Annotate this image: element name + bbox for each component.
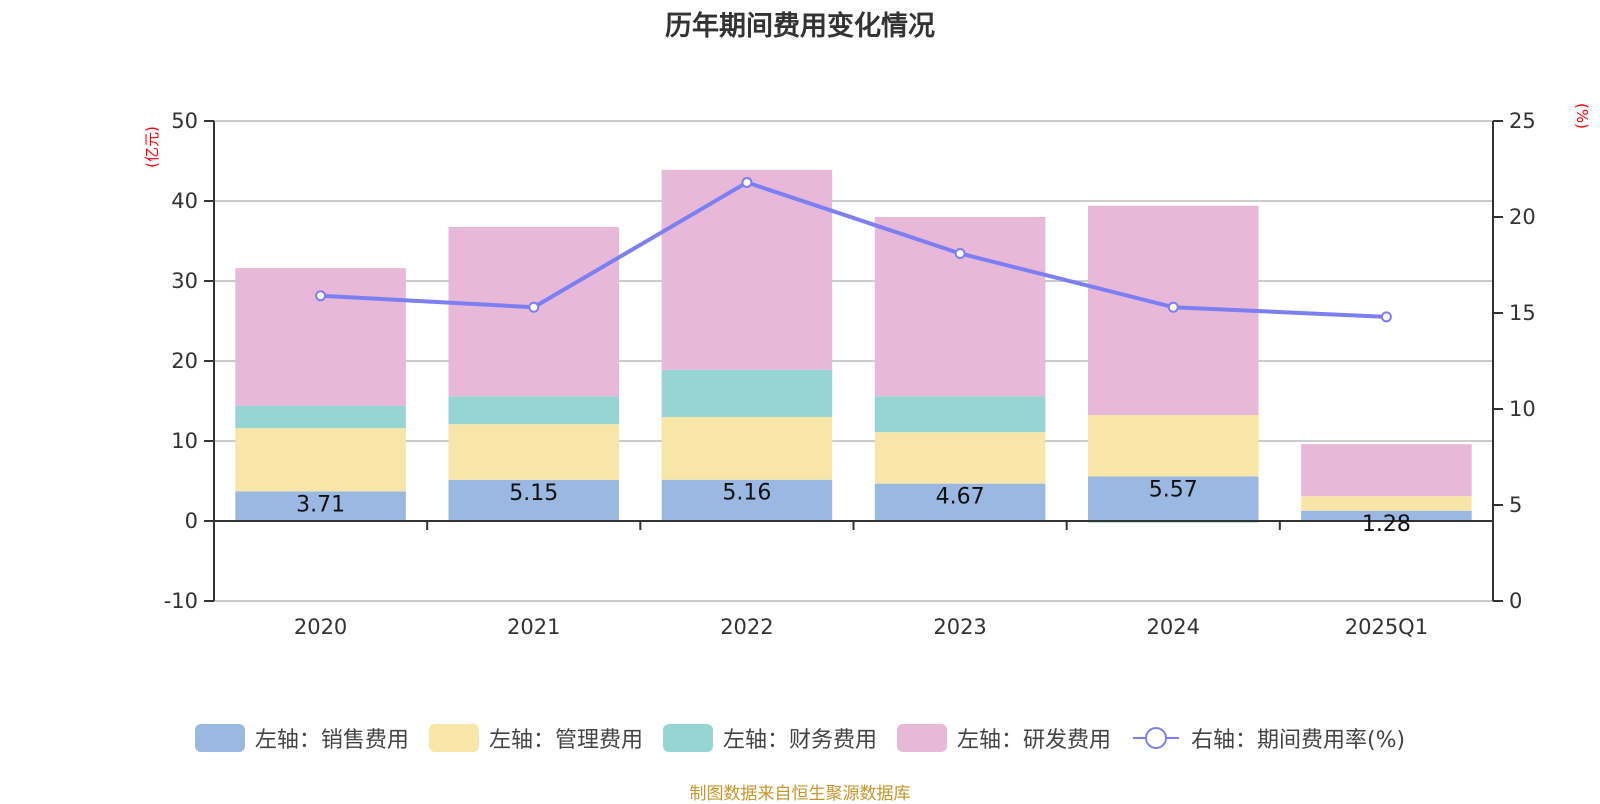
left-tick-label: 10 <box>171 429 198 453</box>
bar-admin <box>235 428 406 491</box>
category-label: 2021 <box>507 615 560 639</box>
bar-finance <box>235 406 406 428</box>
right-tick-label: 0 <box>1509 589 1522 613</box>
right-tick-label: 5 <box>1509 493 1522 517</box>
category-label: 2020 <box>294 615 347 639</box>
bar-admin <box>448 424 619 480</box>
rate-point <box>1382 312 1391 321</box>
bar-rnd <box>235 268 406 406</box>
bar-rnd <box>875 217 1046 396</box>
rate-point <box>956 249 965 258</box>
data-label-sales: 5.16 <box>722 481 771 506</box>
source-footer: 制图数据来自恒生聚源数据库 <box>0 779 1600 804</box>
bar-finance <box>448 396 619 424</box>
right-tick-label: 20 <box>1509 205 1536 229</box>
legend-label: 左轴：研发费用 <box>957 722 1111 754</box>
data-label-sales: 5.15 <box>509 481 558 506</box>
left-tick-label: 20 <box>171 349 198 373</box>
category-label: 2023 <box>933 615 986 639</box>
legend-swatch-finance <box>663 724 713 752</box>
legend-item-sales[interactable]: 左轴：销售费用 <box>195 722 409 754</box>
bar-admin <box>1301 496 1472 511</box>
legend-label: 左轴：管理费用 <box>489 722 643 754</box>
legend-item-finance[interactable]: 左轴：财务费用 <box>663 722 877 754</box>
legend-label: 左轴：销售费用 <box>255 722 409 754</box>
legend-item-admin[interactable]: 左轴：管理费用 <box>429 722 643 754</box>
data-label-sales: 1.28 <box>1362 512 1411 537</box>
rate-point <box>529 303 538 312</box>
rate-point <box>316 291 325 300</box>
data-label-sales: 5.57 <box>1149 477 1198 502</box>
legend-line-marker-icon <box>1131 724 1181 752</box>
category-label: 2022 <box>720 615 773 639</box>
left-tick-label: 40 <box>171 189 198 213</box>
category-label: 2025Q1 <box>1345 615 1428 639</box>
data-label-sales: 4.67 <box>936 485 985 510</box>
left-tick-label: 0 <box>185 509 198 533</box>
legend-item-rnd[interactable]: 左轴：研发费用 <box>897 722 1111 754</box>
left-tick-label: 30 <box>171 269 198 293</box>
right-tick-label: 10 <box>1509 397 1536 421</box>
bar-rnd <box>662 170 833 370</box>
left-axis-unit: (亿元) <box>143 126 161 168</box>
legend-item-rate[interactable]: 右轴：期间费用率(%) <box>1131 722 1405 754</box>
rate-point <box>1169 303 1178 312</box>
left-tick-label: 50 <box>171 109 198 133</box>
right-tick-label: 25 <box>1509 109 1536 133</box>
legend-swatch-admin <box>429 724 479 752</box>
right-axis-unit: (%) <box>1573 103 1591 129</box>
bar-admin <box>662 417 833 480</box>
legend-swatch-rnd <box>897 724 947 752</box>
legend-label: 右轴：期间费用率(%) <box>1191 722 1405 754</box>
bar-finance <box>875 396 1046 432</box>
legend-label: 左轴：财务费用 <box>723 722 877 754</box>
bars <box>235 170 1471 523</box>
right-tick-label: 15 <box>1509 301 1536 325</box>
data-label-sales: 3.71 <box>296 492 345 517</box>
bar-finance <box>662 370 833 417</box>
rate-point <box>742 178 751 187</box>
bar-admin <box>875 432 1046 483</box>
legend-swatch-sales <box>195 724 245 752</box>
category-label: 2024 <box>1147 615 1200 639</box>
left-tick-label: -10 <box>164 589 198 613</box>
bar-admin <box>1088 415 1259 476</box>
legend: 左轴：销售费用 左轴：管理费用 左轴：财务费用 左轴：研发费用 右轴：期间费用率(%) <box>0 722 1600 754</box>
bar-rnd <box>1301 444 1472 496</box>
